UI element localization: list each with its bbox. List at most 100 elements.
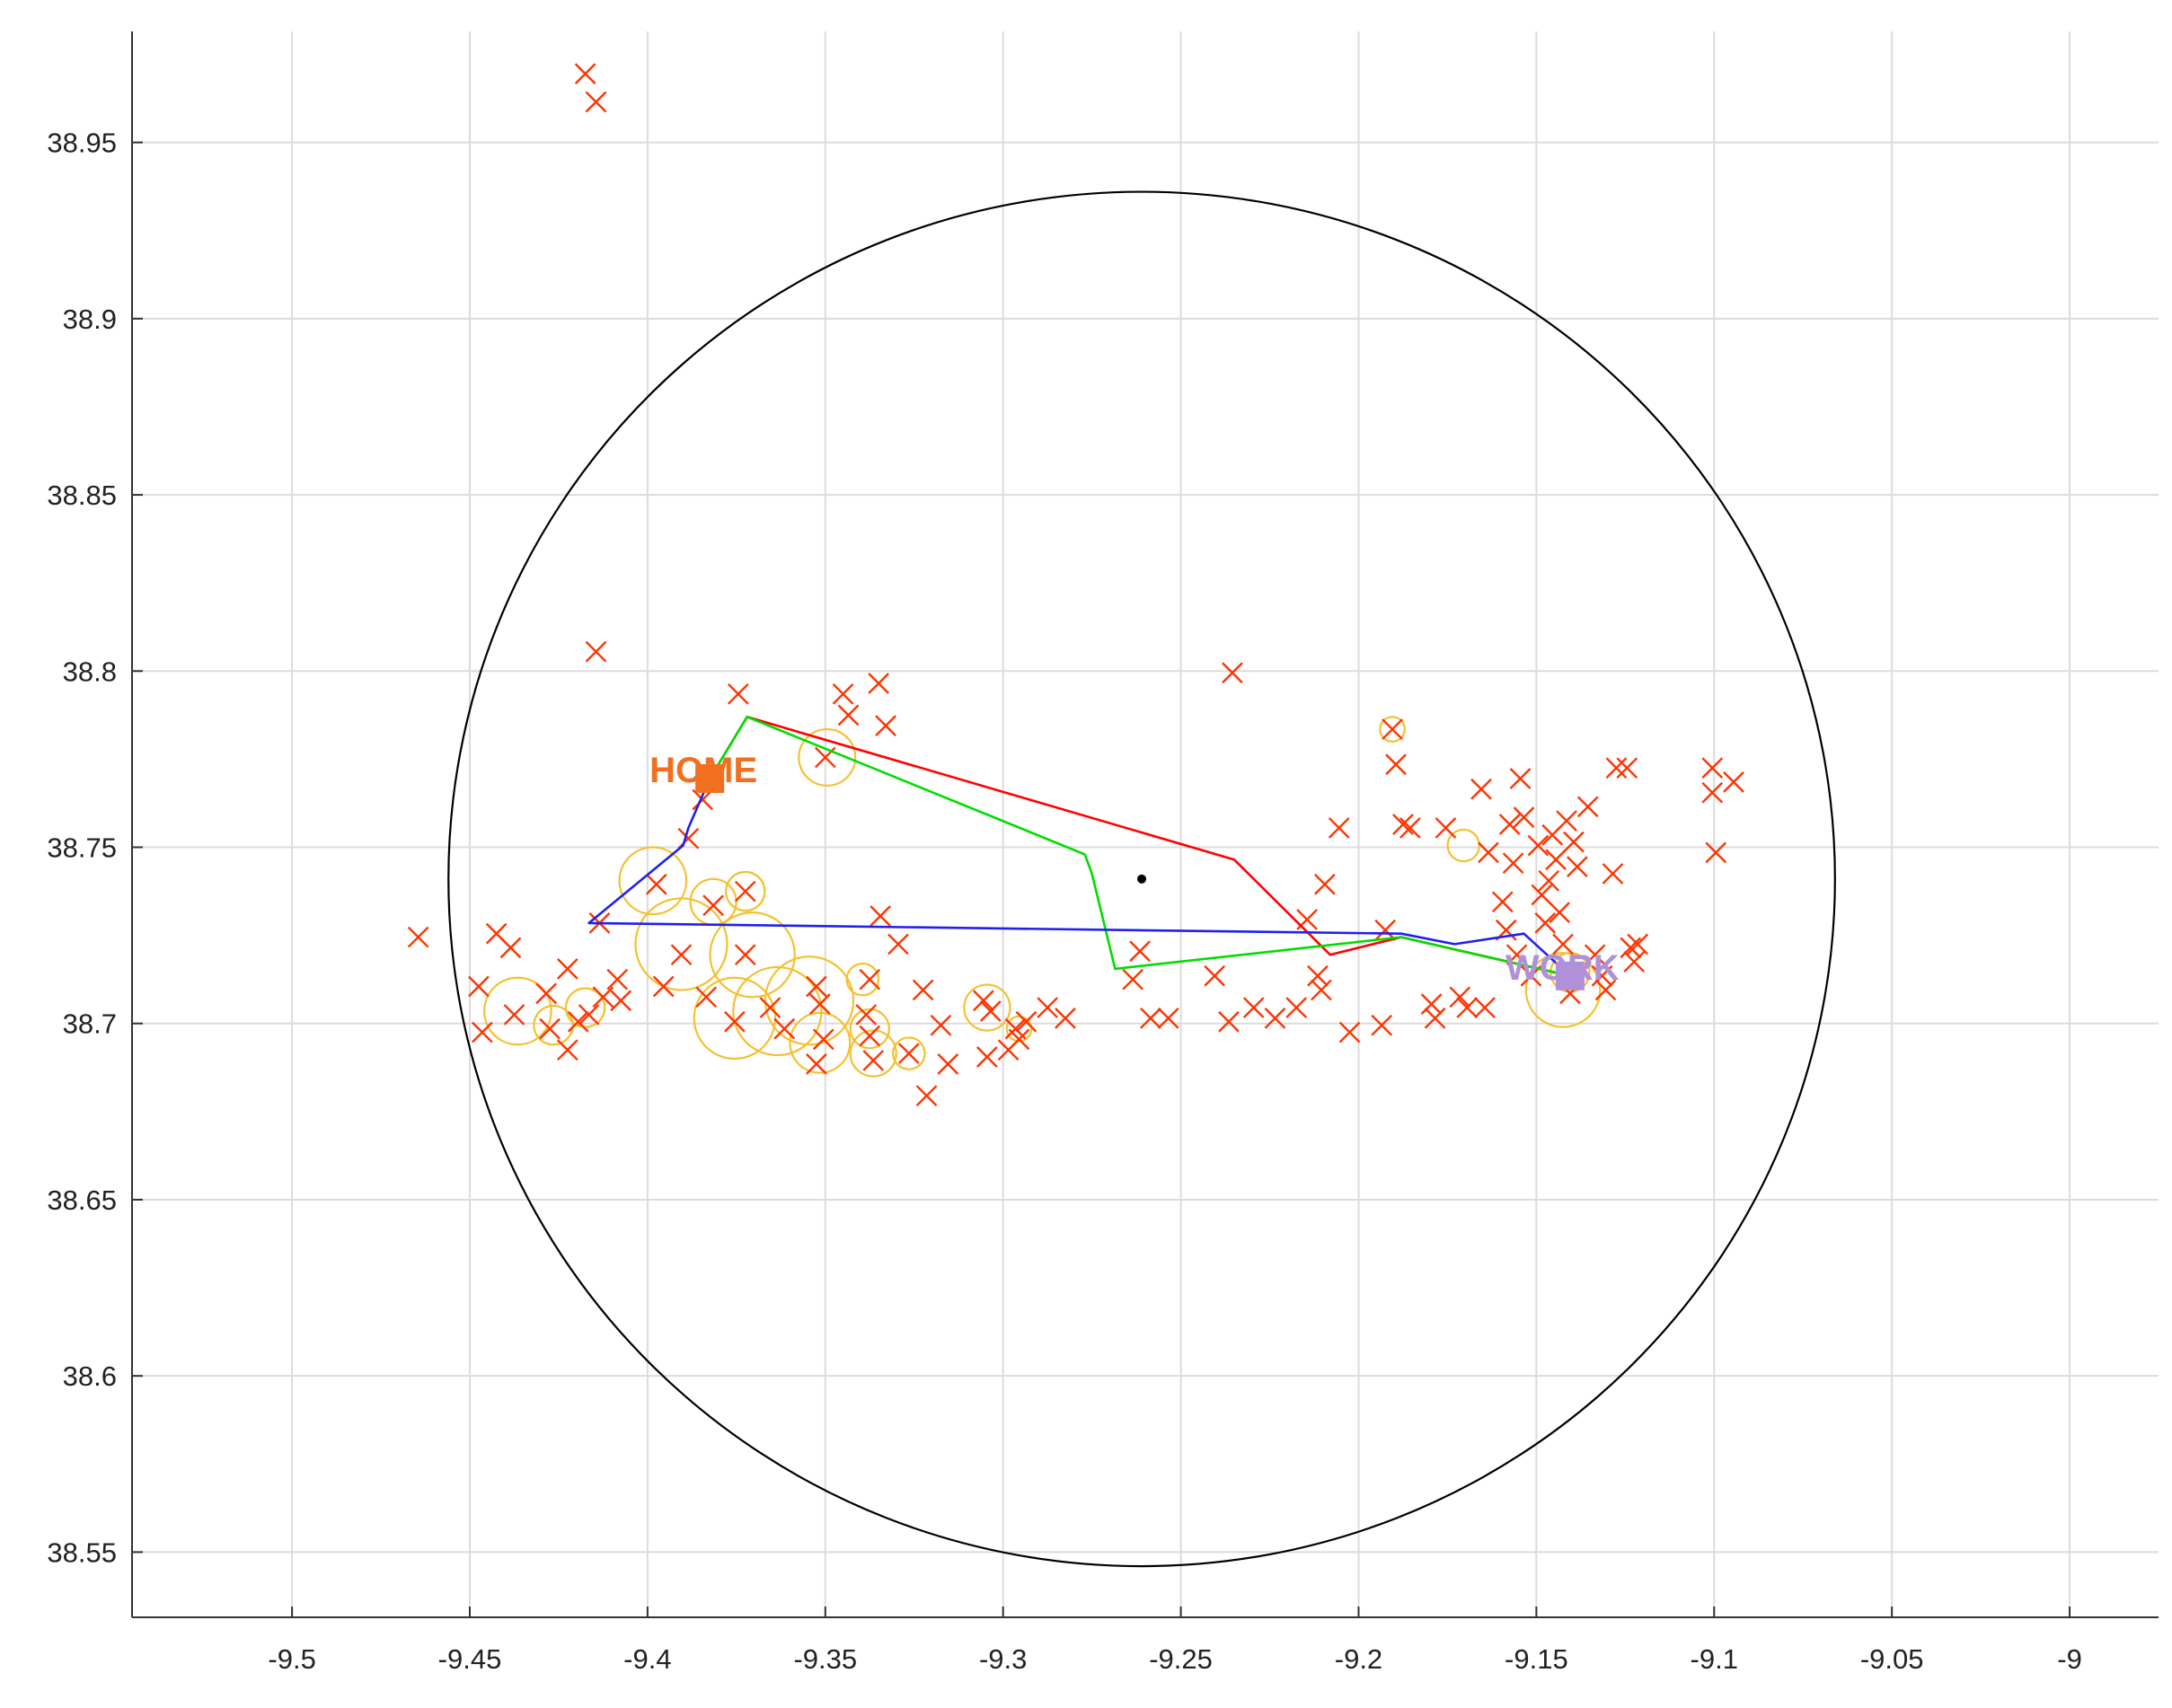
data-point-cross bbox=[1424, 1007, 1446, 1029]
cluster-circle bbox=[789, 1011, 852, 1074]
data-point-cross bbox=[727, 682, 749, 705]
home-marker bbox=[695, 763, 725, 793]
data-point-cross bbox=[1545, 849, 1567, 871]
data-point-cross bbox=[1371, 1014, 1393, 1036]
data-point-cross bbox=[1705, 841, 1727, 864]
route-blue-line bbox=[587, 778, 1571, 977]
cluster-circle bbox=[732, 965, 823, 1057]
cluster-circle bbox=[849, 1029, 897, 1078]
data-point-cross bbox=[578, 1004, 600, 1026]
home-label: HOME bbox=[649, 751, 757, 790]
data-point-cross bbox=[1392, 814, 1414, 835]
data-point-cross bbox=[1328, 817, 1350, 839]
data-point-cross bbox=[1552, 933, 1574, 955]
data-point-cross bbox=[1576, 796, 1599, 818]
data-point-cross bbox=[1723, 771, 1744, 793]
data-point-cross bbox=[556, 958, 578, 980]
cluster-circle bbox=[1524, 952, 1602, 1028]
data-point-cross bbox=[1449, 986, 1471, 1008]
data-point-cross bbox=[1285, 997, 1308, 1018]
data-point-cross bbox=[1218, 1010, 1240, 1033]
data-point-cross bbox=[645, 873, 667, 895]
grid-lines bbox=[132, 31, 2159, 1617]
data-point-cross bbox=[1222, 662, 1243, 684]
x-tick-label: -9.45 bbox=[438, 1643, 502, 1675]
data-point-cross bbox=[407, 926, 429, 948]
data-point-cross bbox=[1037, 997, 1059, 1018]
cluster-circle bbox=[693, 976, 777, 1061]
data-point-cross bbox=[1491, 891, 1514, 913]
data-point-cross bbox=[1055, 1007, 1076, 1029]
data-point-cross bbox=[652, 975, 675, 998]
data-point-cross bbox=[1538, 869, 1560, 892]
x-tick-label: -9.2 bbox=[1335, 1643, 1382, 1675]
data-point-cross bbox=[1129, 940, 1151, 963]
data-point-cross bbox=[1701, 781, 1724, 804]
data-point-cross bbox=[862, 1050, 885, 1071]
axes bbox=[131, 31, 2159, 1618]
data-point-cross bbox=[724, 1010, 746, 1033]
y-tick-label: 38.85 bbox=[47, 480, 117, 511]
y-tick-label: 38.65 bbox=[47, 1184, 117, 1216]
work-label: WORK bbox=[1505, 948, 1620, 988]
data-point-cross bbox=[897, 1043, 920, 1064]
data-point-cross bbox=[979, 1000, 1002, 1022]
x-tick-label: -9.4 bbox=[623, 1643, 671, 1675]
data-point-cross bbox=[1242, 997, 1265, 1018]
cluster-circle bbox=[634, 897, 728, 991]
data-point-cross bbox=[1015, 1010, 1037, 1033]
data-point-cross bbox=[859, 1025, 881, 1047]
data-point-cross bbox=[1314, 873, 1336, 895]
cluster-circle bbox=[709, 911, 796, 999]
plot-content: HOME WORK bbox=[407, 63, 1836, 1568]
cluster-circle bbox=[892, 1036, 926, 1070]
cluster-circle bbox=[1005, 1015, 1033, 1043]
data-point-cross bbox=[1478, 841, 1499, 864]
data-point-cross bbox=[806, 975, 827, 998]
cluster-circle bbox=[963, 983, 1011, 1032]
x-tick-label: -9 bbox=[2057, 1643, 2082, 1675]
data-point-cross bbox=[875, 715, 896, 736]
data-point-cross bbox=[1567, 856, 1588, 877]
data-point-cross bbox=[1627, 933, 1649, 955]
data-point-cross bbox=[887, 933, 909, 955]
data-point-cross bbox=[1527, 834, 1550, 857]
data-point-cross bbox=[1531, 884, 1553, 906]
data-point-cross bbox=[585, 91, 607, 113]
y-tick-label: 38.75 bbox=[47, 832, 117, 864]
data-point-cross bbox=[610, 990, 632, 1012]
y-tick-label: 38.9 bbox=[63, 304, 117, 335]
y-tick-label: 38.55 bbox=[47, 1536, 117, 1568]
data-point-cross bbox=[574, 63, 596, 84]
data-point-cross bbox=[1509, 768, 1532, 789]
data-point-cross bbox=[773, 1017, 796, 1040]
data-point-cross bbox=[556, 1039, 578, 1061]
data-point-cross bbox=[592, 986, 614, 1008]
data-point-cross bbox=[1204, 964, 1226, 987]
data-point-cross bbox=[1264, 1007, 1286, 1029]
data-point-cross bbox=[585, 640, 607, 663]
data-point-cross bbox=[1701, 757, 1724, 779]
cluster-circle bbox=[1446, 828, 1480, 863]
data-point-cross bbox=[567, 1010, 589, 1033]
x-tick-label: -9.5 bbox=[268, 1643, 315, 1675]
data-point-cross bbox=[832, 682, 854, 705]
data-point-cross bbox=[1140, 1007, 1161, 1029]
data-point-cross bbox=[809, 993, 831, 1015]
tick-labels: -9.5 -9.45 -9.4 -9.35 -9.3 -9.25 -9.2 -9.15 -9.1… bbox=[47, 128, 2081, 1675]
data-point-cross bbox=[973, 990, 994, 1012]
data-point-cross bbox=[1456, 997, 1479, 1018]
data-point-cross bbox=[692, 788, 714, 811]
data-point-cross bbox=[1616, 757, 1638, 779]
data-point-cross bbox=[806, 1053, 827, 1075]
data-point-cross bbox=[930, 1014, 952, 1036]
data-point-cross bbox=[1470, 778, 1492, 800]
route-green-line bbox=[709, 715, 1571, 978]
data-point-cross bbox=[1382, 718, 1403, 740]
y-tick-label: 38.6 bbox=[63, 1360, 117, 1392]
center-point bbox=[1137, 874, 1147, 884]
data-point-cross bbox=[670, 944, 693, 966]
cluster-circle bbox=[1379, 716, 1406, 743]
cluster-circle bbox=[618, 846, 688, 916]
